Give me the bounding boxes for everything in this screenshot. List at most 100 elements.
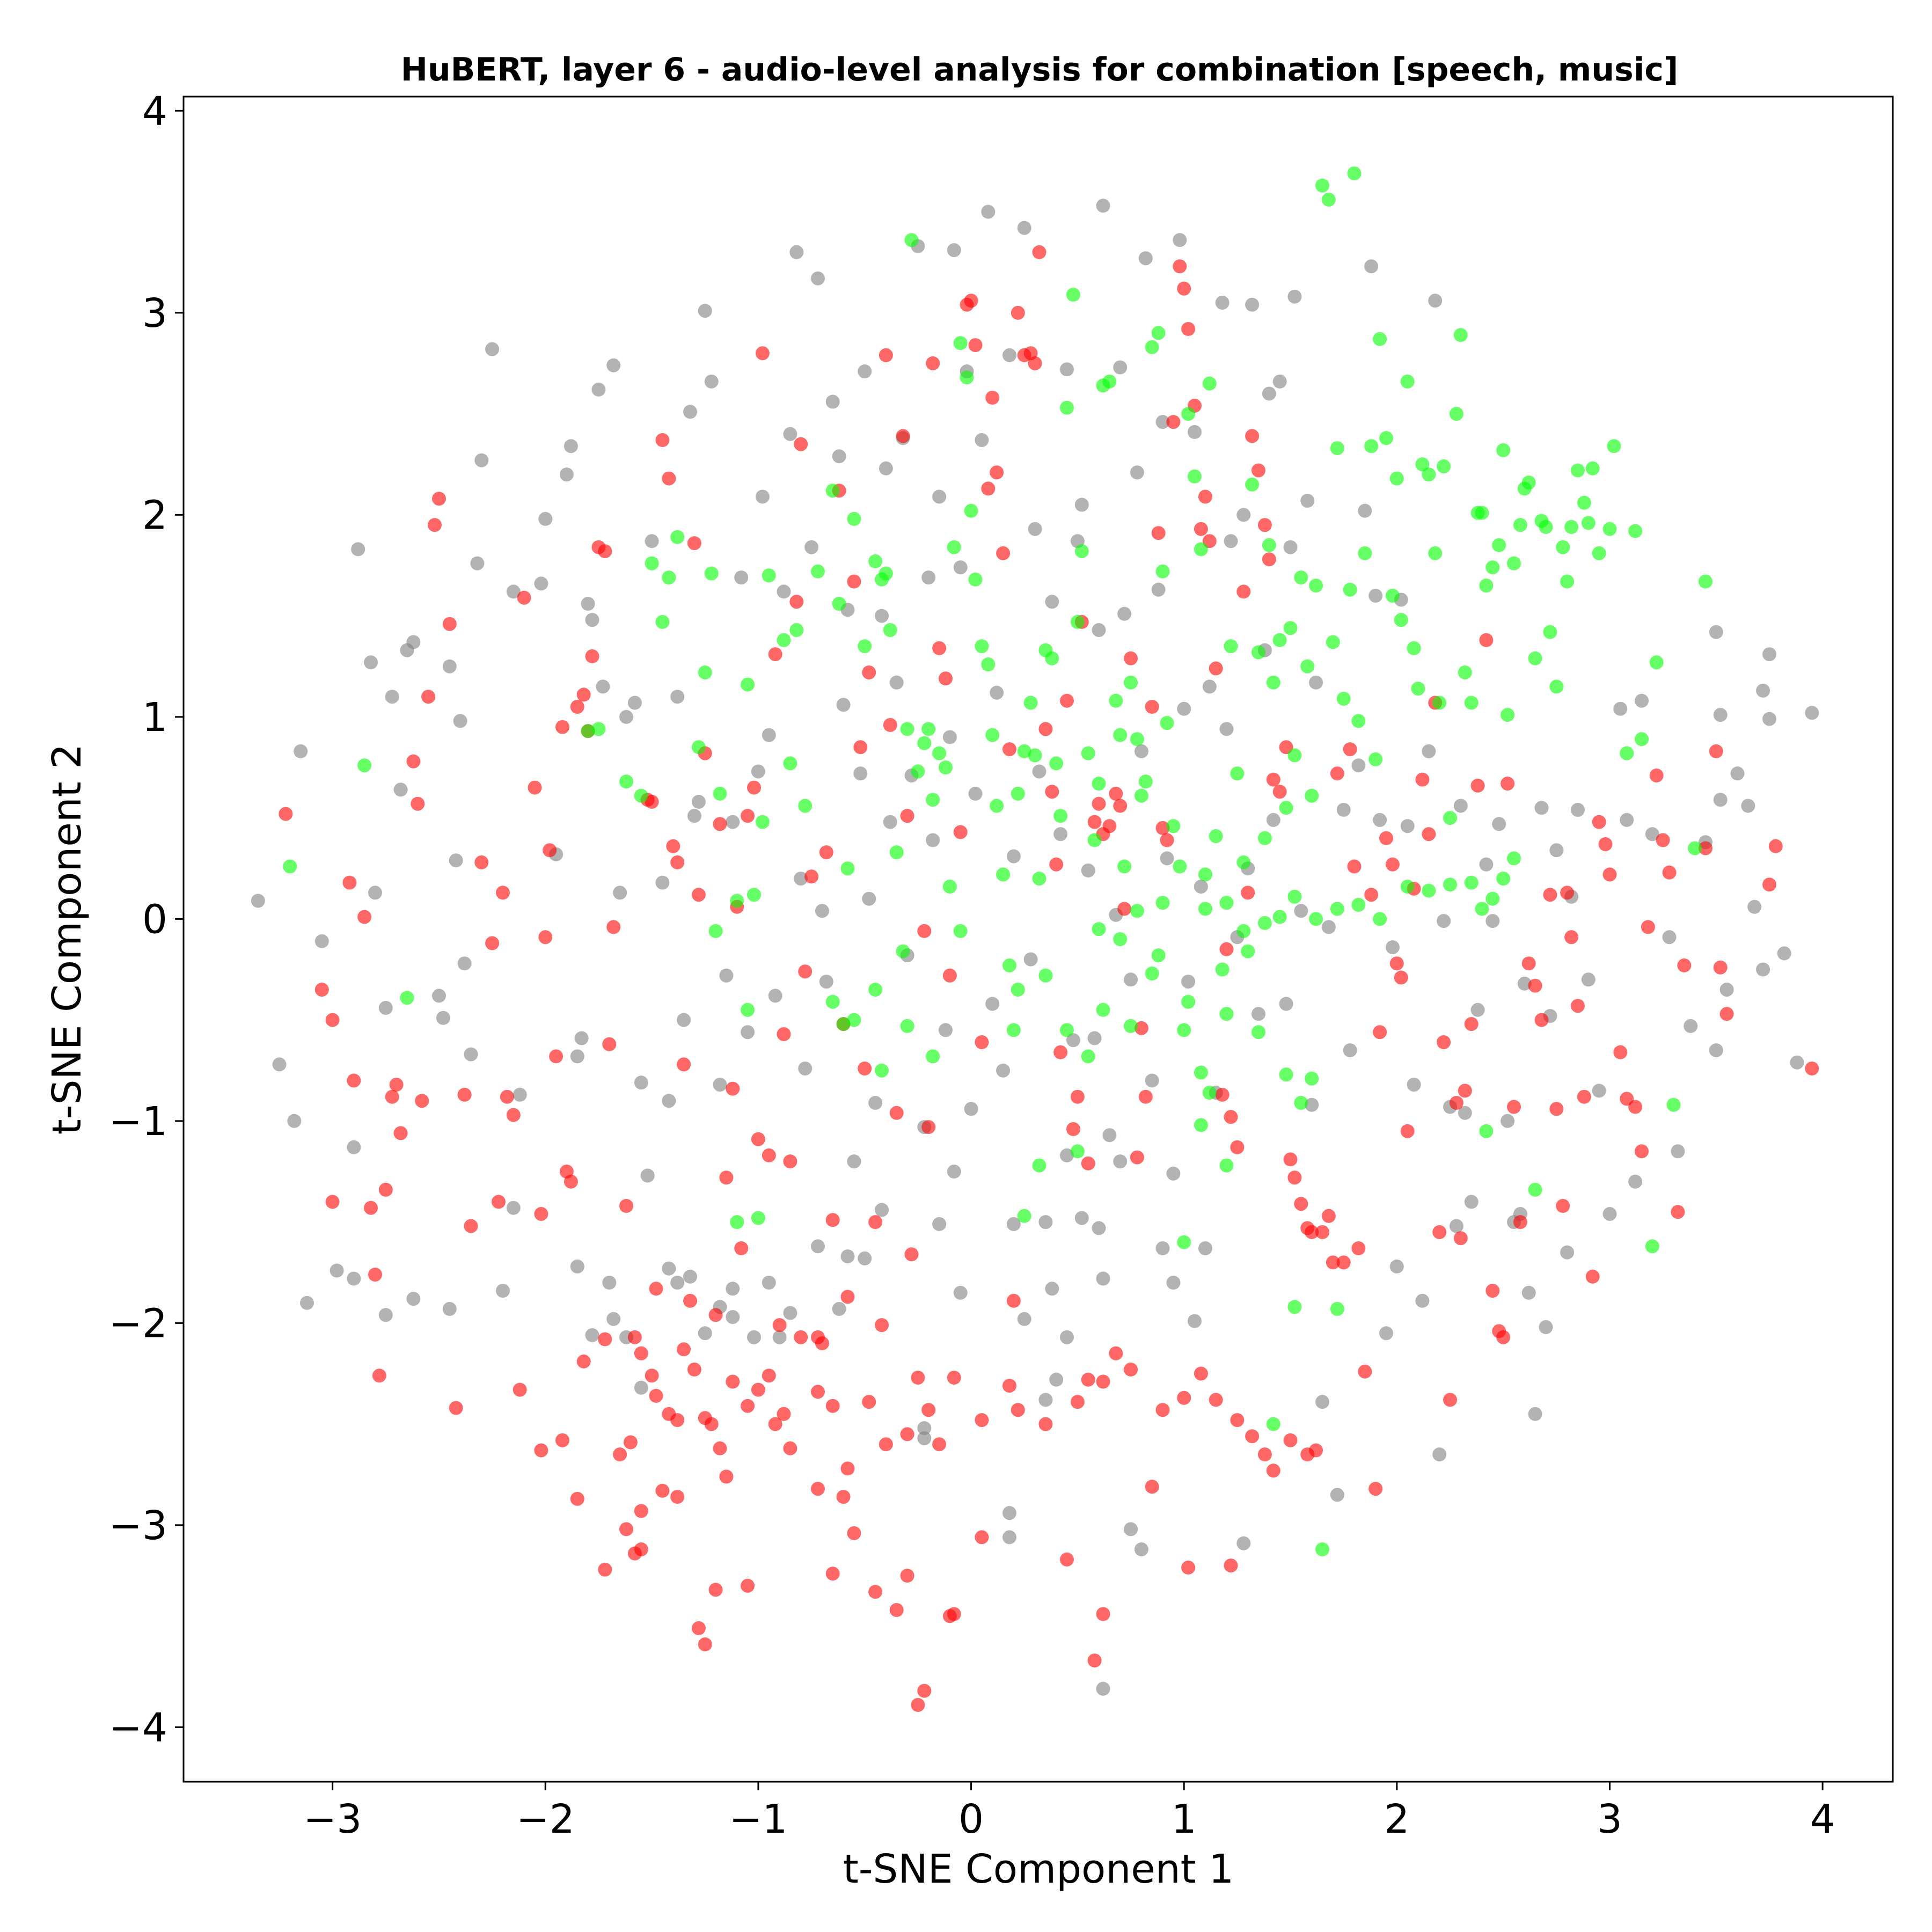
point-s1-279 bbox=[634, 1346, 648, 1360]
point-s2-223 bbox=[1257, 916, 1272, 930]
point-s1-224 bbox=[1571, 999, 1585, 1013]
point-s0-105 bbox=[990, 685, 1004, 700]
point-s1-33 bbox=[534, 1207, 548, 1221]
point-s0-39 bbox=[602, 1276, 617, 1290]
point-s2-157 bbox=[1539, 519, 1553, 534]
point-s2-207 bbox=[1145, 967, 1159, 980]
point-s1-100 bbox=[889, 1106, 904, 1120]
point-s2-53 bbox=[985, 728, 1000, 742]
point-s1-97 bbox=[875, 1318, 889, 1333]
point-s2-168 bbox=[1602, 522, 1617, 536]
point-s2-164 bbox=[1577, 495, 1591, 510]
x-tick-label: 1 bbox=[1172, 1796, 1197, 1842]
point-s0-1 bbox=[272, 1057, 287, 1072]
point-s1-305 bbox=[1011, 1403, 1025, 1417]
point-s0-122 bbox=[1092, 623, 1106, 637]
point-s0-211 bbox=[1628, 1174, 1643, 1189]
point-s2-93 bbox=[1198, 867, 1212, 882]
point-s2-120 bbox=[1343, 582, 1357, 597]
point-s2-126 bbox=[1373, 332, 1387, 346]
point-s1-58 bbox=[666, 839, 680, 853]
point-s2-141 bbox=[1453, 328, 1468, 342]
point-s1-284 bbox=[677, 1342, 691, 1357]
point-s2-148 bbox=[1492, 538, 1506, 552]
point-s2-136 bbox=[1428, 546, 1443, 560]
point-s1-313 bbox=[1177, 1391, 1191, 1405]
point-s1-312 bbox=[1155, 1403, 1170, 1417]
point-s1-169 bbox=[1257, 518, 1272, 532]
point-s1-271 bbox=[619, 1522, 633, 1536]
point-s0-60 bbox=[741, 1025, 755, 1040]
point-s1-60 bbox=[677, 1057, 691, 1072]
point-s2-173 bbox=[1649, 655, 1664, 670]
point-s1-140 bbox=[1102, 819, 1117, 833]
point-s2-145 bbox=[1475, 506, 1489, 520]
point-s1-164 bbox=[1230, 1140, 1245, 1154]
point-s2-101 bbox=[1241, 944, 1255, 958]
point-s1-234 bbox=[1641, 920, 1655, 934]
point-s1-255 bbox=[889, 1603, 904, 1617]
point-s1-3 bbox=[325, 1195, 340, 1209]
point-s2-99 bbox=[1230, 766, 1245, 781]
point-s0-215 bbox=[1671, 1144, 1685, 1159]
point-s1-269 bbox=[655, 1483, 670, 1498]
point-s0-231 bbox=[1762, 712, 1776, 726]
y-tick-label: 2 bbox=[142, 492, 167, 538]
point-s2-40 bbox=[917, 736, 932, 750]
point-s2-56 bbox=[1002, 958, 1016, 972]
point-s2-10 bbox=[670, 530, 685, 544]
x-axis: −3 −2 −1 0 1 2 3 4 bbox=[303, 1782, 1835, 1842]
point-s0-239 bbox=[917, 1421, 932, 1436]
point-s1-20 bbox=[442, 617, 457, 631]
point-s0-249 bbox=[1166, 1276, 1181, 1290]
point-s1-262 bbox=[975, 1530, 989, 1545]
point-s0-71 bbox=[811, 271, 825, 286]
point-s2-159 bbox=[1549, 679, 1564, 694]
x-tick-label: −2 bbox=[516, 1796, 575, 1842]
point-s2-14 bbox=[708, 924, 723, 938]
point-s0-279 bbox=[606, 1312, 621, 1326]
point-s0-155 bbox=[1272, 374, 1287, 389]
point-s0-248 bbox=[1198, 1241, 1212, 1255]
point-s1-190 bbox=[1368, 1482, 1383, 1496]
point-s2-106 bbox=[1266, 675, 1280, 690]
point-s0-100 bbox=[964, 1102, 978, 1116]
point-s1-115 bbox=[968, 338, 983, 353]
point-s0-10 bbox=[378, 1001, 393, 1015]
point-s1-297 bbox=[840, 1461, 855, 1476]
point-s1-19 bbox=[432, 492, 446, 506]
point-s0-256 bbox=[947, 1165, 961, 1179]
point-s0-128 bbox=[1124, 972, 1138, 987]
point-s1-236 bbox=[1656, 833, 1670, 847]
point-s1-47 bbox=[606, 920, 621, 934]
point-s1-28 bbox=[500, 1089, 514, 1104]
point-s0-228 bbox=[1805, 706, 1819, 720]
point-s0-9 bbox=[368, 885, 382, 900]
point-s1-198 bbox=[1415, 772, 1430, 787]
point-s1-263 bbox=[847, 1526, 861, 1540]
point-s1-261 bbox=[698, 1637, 712, 1651]
point-s1-109 bbox=[939, 671, 953, 686]
point-s2-185 bbox=[1194, 1118, 1208, 1132]
point-s0-5 bbox=[330, 1263, 344, 1278]
point-s1-240 bbox=[1699, 841, 1713, 855]
y-tick-label: −3 bbox=[109, 1503, 167, 1549]
point-s2-180 bbox=[1330, 1302, 1344, 1316]
point-s0-126 bbox=[1113, 360, 1128, 375]
point-s0-203 bbox=[1560, 1245, 1575, 1260]
point-s0-15 bbox=[432, 989, 446, 1003]
point-s1-275 bbox=[555, 1433, 569, 1447]
point-s0-267 bbox=[747, 1330, 761, 1344]
point-s0-213 bbox=[1645, 827, 1659, 841]
point-s1-310 bbox=[1124, 1362, 1138, 1377]
point-s0-57 bbox=[719, 968, 734, 983]
point-s2-12 bbox=[698, 665, 712, 679]
x-tick-label: 4 bbox=[1810, 1796, 1835, 1842]
point-s0-258 bbox=[953, 1285, 968, 1300]
point-s2-131 bbox=[1400, 374, 1415, 389]
point-s2-35 bbox=[889, 845, 904, 860]
point-s2-65 bbox=[1049, 756, 1064, 771]
point-s1-13 bbox=[393, 1126, 408, 1140]
point-s2-88 bbox=[1173, 859, 1187, 874]
